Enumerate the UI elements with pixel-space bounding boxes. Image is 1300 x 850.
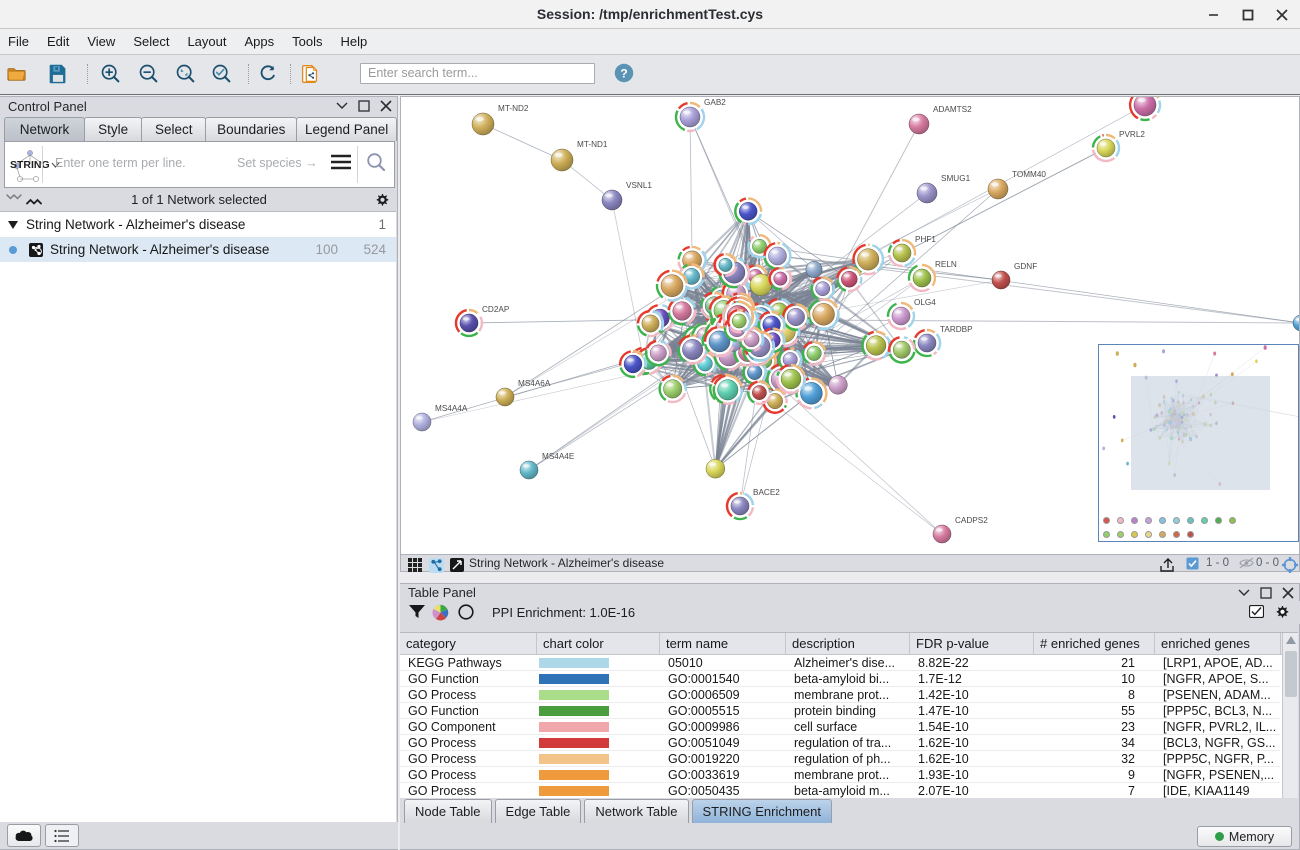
- svg-text:ADAMTS2: ADAMTS2: [933, 105, 972, 114]
- svg-text:RELN: RELN: [935, 260, 957, 269]
- svg-text:GAB2: GAB2: [704, 98, 726, 107]
- svg-text:?: ?: [620, 67, 627, 81]
- svg-text:CADPS2: CADPS2: [955, 516, 988, 525]
- svg-text:TOMM40: TOMM40: [1012, 170, 1046, 179]
- svg-text:VSNL1: VSNL1: [626, 181, 652, 190]
- svg-text:BACE2: BACE2: [753, 488, 780, 497]
- svg-text:STRING: STRING: [10, 159, 50, 171]
- svg-text:GDNF: GDNF: [1014, 262, 1037, 271]
- svg-text:MS4A4E: MS4A4E: [542, 452, 575, 461]
- svg-text:SMUG1: SMUG1: [941, 174, 971, 183]
- svg-text:CD2AP: CD2AP: [482, 305, 510, 314]
- svg-text:MS4A4A: MS4A4A: [435, 404, 468, 413]
- svg-text:MT-ND1: MT-ND1: [577, 140, 608, 149]
- svg-text:MS4A6A: MS4A6A: [518, 379, 551, 388]
- svg-text:PHF1: PHF1: [915, 235, 936, 244]
- svg-text:TARDBP: TARDBP: [940, 325, 973, 334]
- svg-text:PVRL2: PVRL2: [1119, 130, 1145, 139]
- svg-text:OLG4: OLG4: [914, 298, 936, 307]
- svg-text:MT-ND2: MT-ND2: [498, 104, 529, 113]
